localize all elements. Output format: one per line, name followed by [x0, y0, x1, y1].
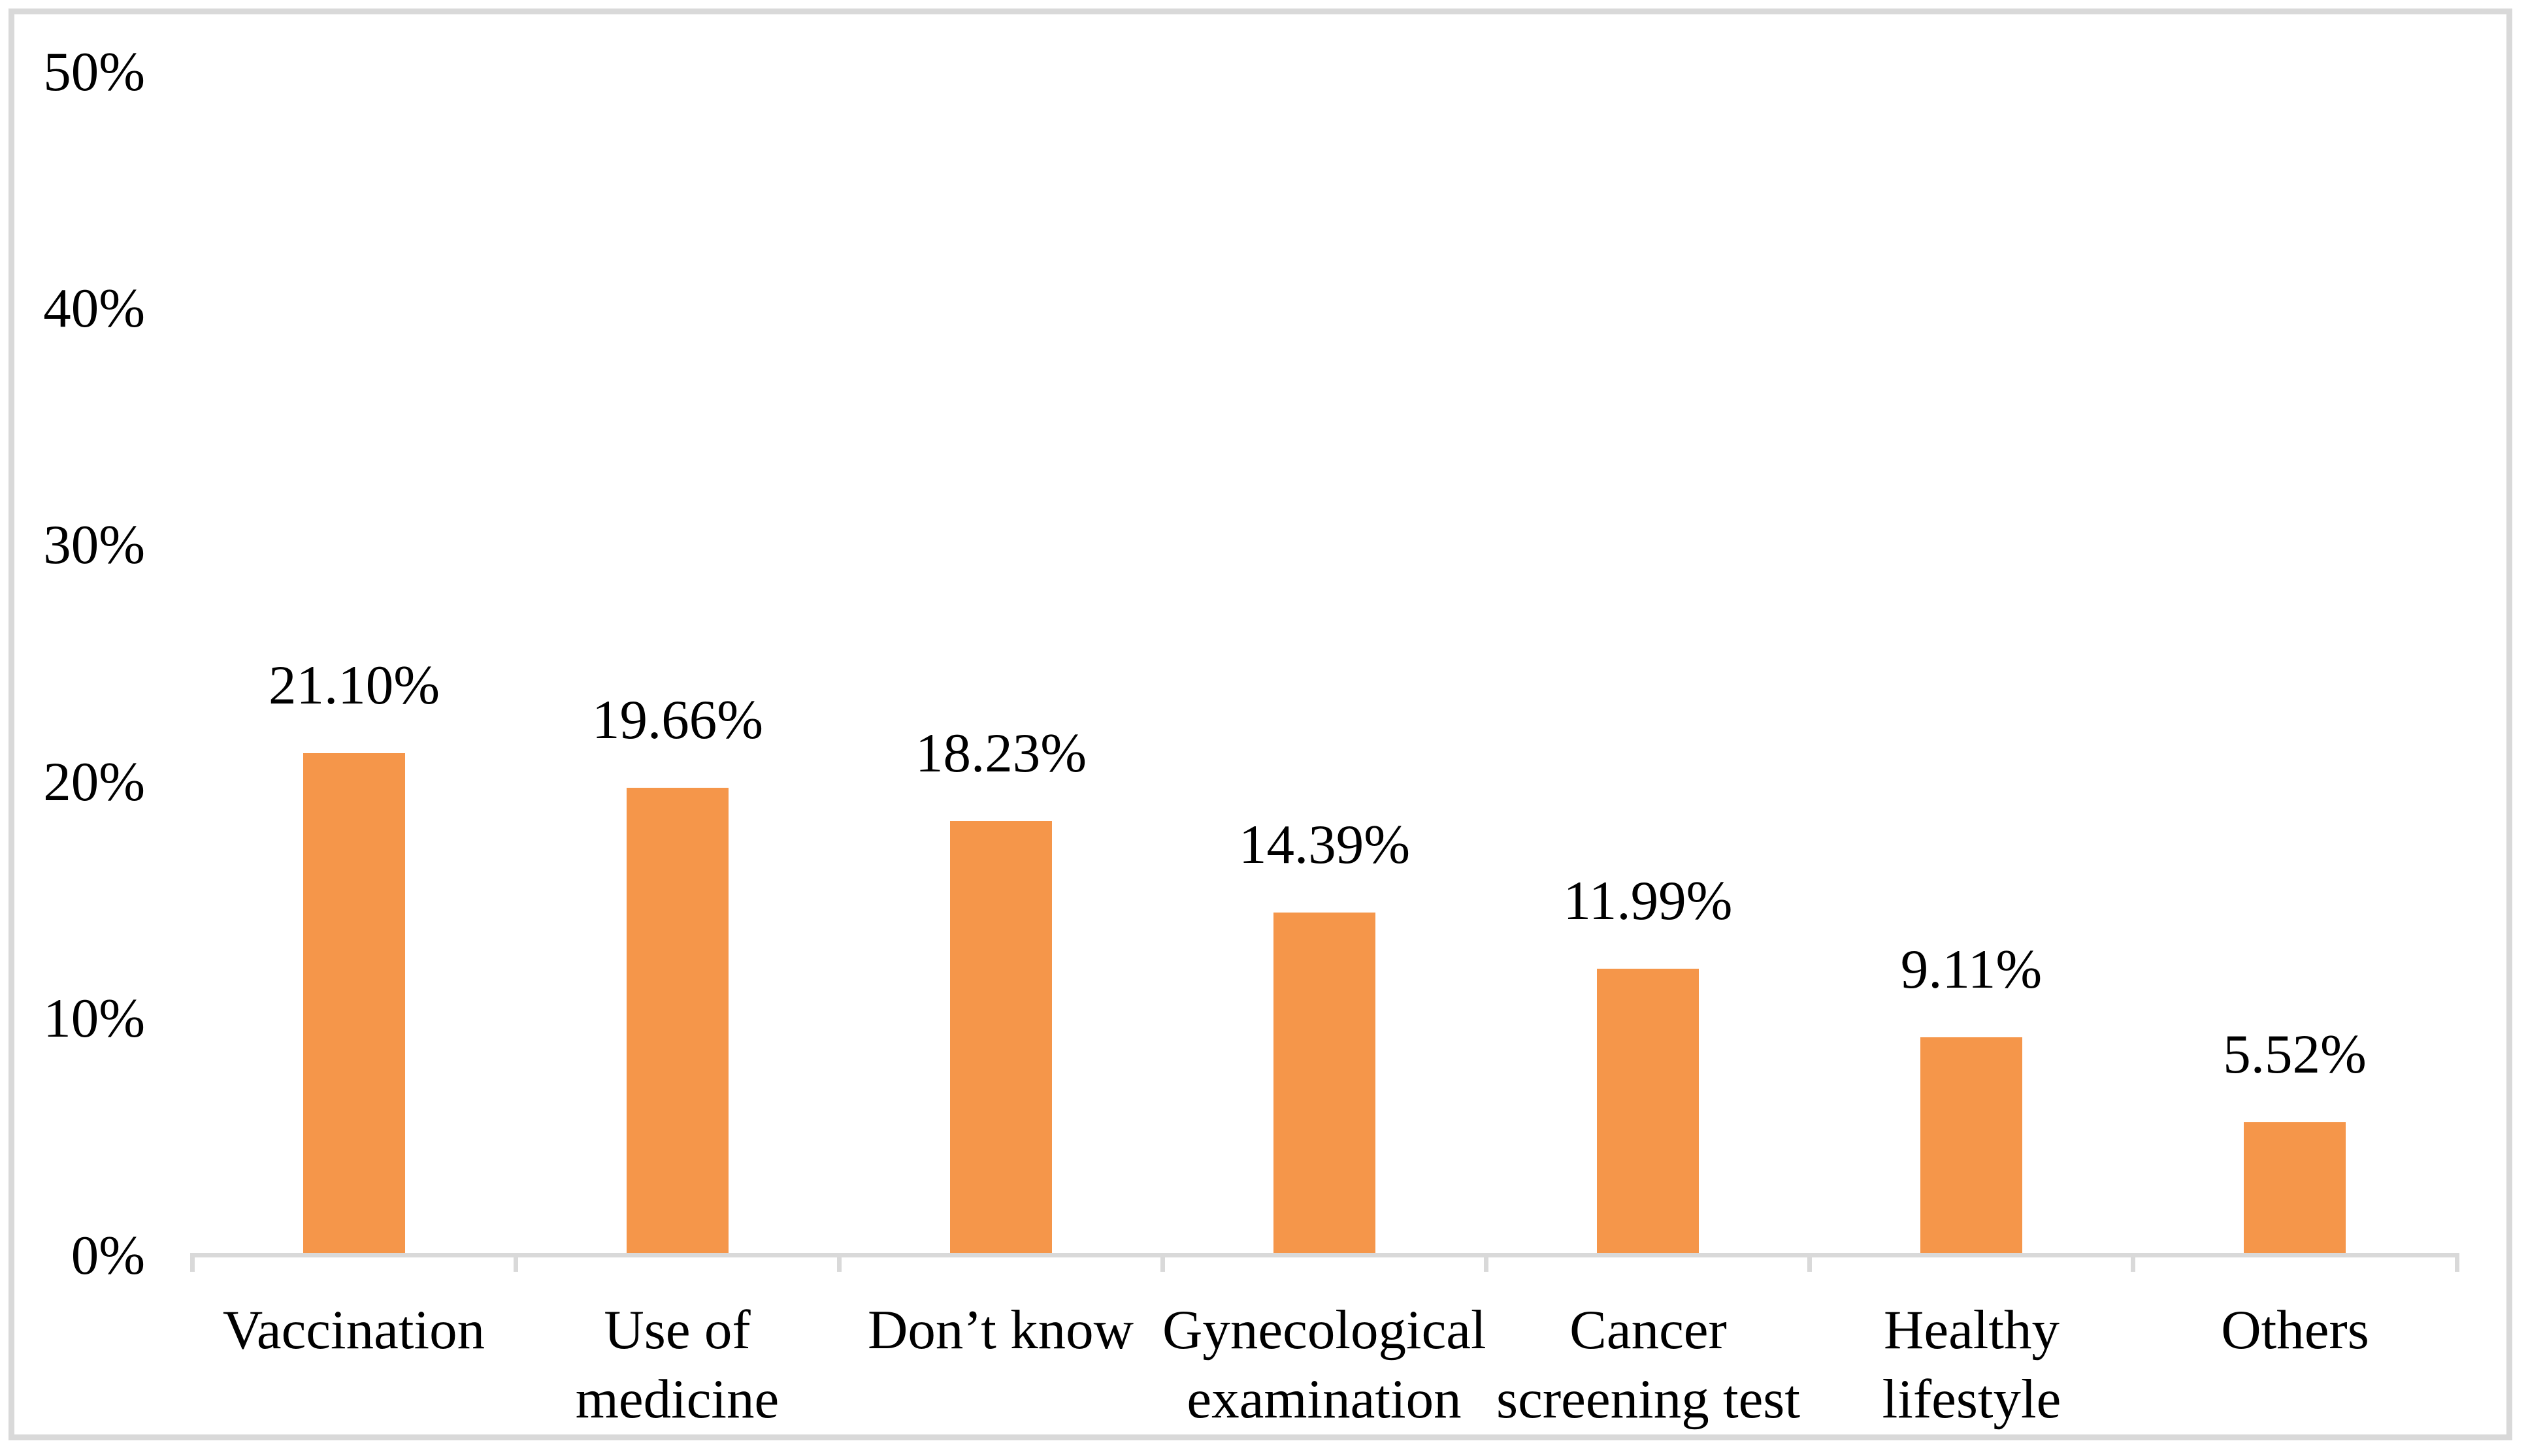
- bar-3: [1273, 913, 1375, 1253]
- y-axis-tick-label: 10%: [43, 988, 145, 1049]
- bar-value-label: 5.52%: [2223, 1024, 2367, 1085]
- x-axis-category-label: Vaccination: [222, 1299, 485, 1361]
- x-axis-category-label: Cancer screening test: [1496, 1299, 1800, 1430]
- x-axis-line: [192, 1253, 2457, 1257]
- bar-value-label: 19.66%: [591, 689, 764, 751]
- bar-value-label: 18.23%: [915, 722, 1087, 784]
- bar-value-label: 21.10%: [268, 655, 440, 716]
- y-axis-tick-label: 20%: [43, 751, 145, 813]
- x-axis-tick-mark: [2455, 1253, 2459, 1272]
- x-axis-category-label: Others: [2221, 1299, 2369, 1361]
- x-axis-tick-mark: [1484, 1253, 1488, 1272]
- y-axis-tick-label: 50%: [43, 41, 145, 103]
- bar-0: [303, 753, 405, 1253]
- x-axis-tick-mark: [837, 1253, 842, 1272]
- y-axis-tick-label: 40%: [43, 278, 145, 339]
- x-axis-category-label: Use of medicine: [575, 1299, 780, 1430]
- bar-1: [627, 788, 729, 1253]
- x-axis-category-label: Healthy lifestyle: [1882, 1299, 2061, 1430]
- bar-value-label: 14.39%: [1238, 814, 1411, 875]
- x-axis-category-label: Don’t know: [868, 1299, 1134, 1361]
- bar-value-label: 11.99%: [1563, 870, 1733, 931]
- x-axis-tick-mark: [1160, 1253, 1165, 1272]
- bar-4: [1597, 969, 1699, 1253]
- x-axis-tick-mark: [1807, 1253, 1812, 1272]
- bar-value-label: 9.11%: [1900, 939, 2043, 1000]
- chart-frame: [8, 8, 2512, 1440]
- y-axis-tick-label: 30%: [43, 514, 145, 575]
- x-axis-tick-mark: [2131, 1253, 2135, 1272]
- bar-5: [1920, 1037, 2022, 1253]
- x-axis-category-label: Gynecological examination: [1162, 1299, 1486, 1430]
- x-axis-tick-mark: [514, 1253, 518, 1272]
- x-axis-tick-mark: [190, 1253, 195, 1272]
- bar-2: [950, 821, 1052, 1253]
- y-axis-tick-label: 0%: [71, 1225, 145, 1286]
- bar-6: [2244, 1122, 2346, 1253]
